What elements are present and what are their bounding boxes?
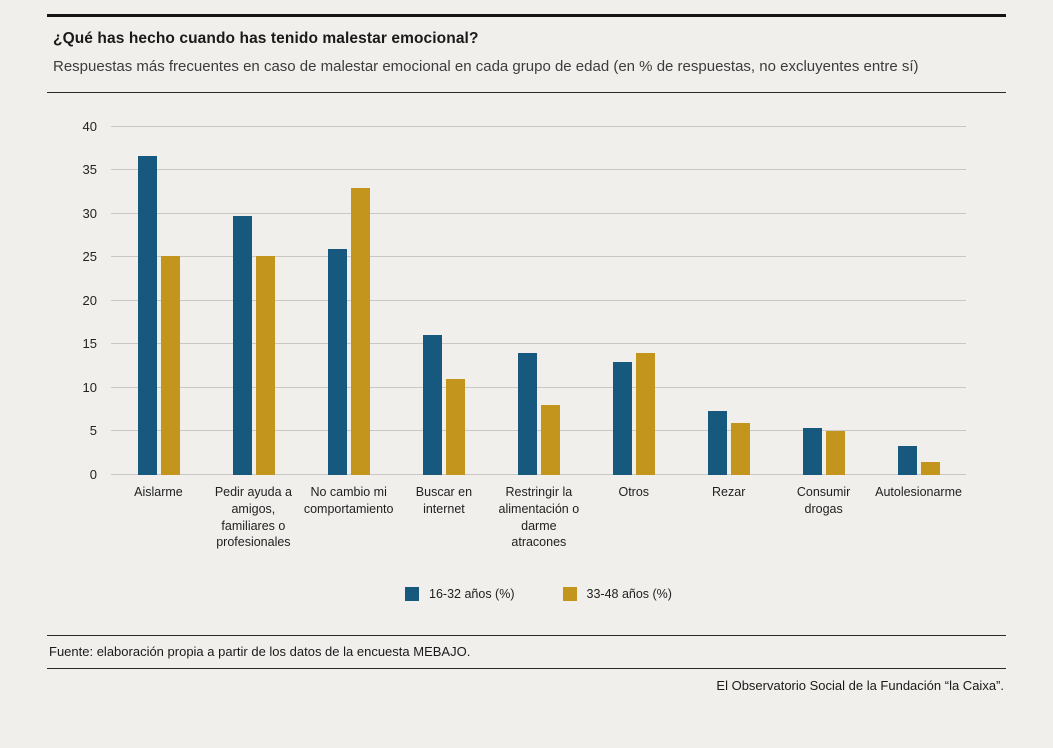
top-rule [47, 14, 1006, 17]
bar [232, 215, 252, 475]
source-text: Fuente: elaboración propia a partir de l… [49, 644, 471, 660]
bar [327, 248, 347, 475]
page-title: ¿Qué has hecho cuando has tenido malesta… [53, 30, 479, 47]
y-tick-label: 10 [82, 379, 97, 395]
x-category-label: No cambio mi comportamiento [303, 484, 394, 516]
bar [825, 431, 845, 475]
y-tick-label: 40 [82, 118, 97, 134]
bar [445, 379, 465, 475]
bar [635, 352, 655, 475]
bar [255, 256, 275, 475]
plot-area: 0 5 10 15 20 25 30 35 40 [83, 119, 966, 482]
credit-text: El Observatorio Social de la Fundación “… [716, 678, 1004, 694]
gridline [111, 256, 966, 258]
x-category-label: Aislarme [134, 484, 183, 499]
page-subtitle: Respuestas más frecuentes en caso de mal… [53, 58, 919, 75]
legend-label: 33-48 años (%) [586, 587, 672, 602]
x-category-label: Autolesionarme [875, 484, 962, 499]
bar-group [491, 127, 586, 475]
bar [802, 427, 822, 475]
y-tick-label: 25 [82, 249, 97, 265]
bar-group [871, 127, 966, 475]
x-category-label: Buscar en internet [415, 484, 473, 516]
y-tick-label: 5 [89, 423, 97, 439]
legend-item: 16-32 años (%) [405, 587, 515, 602]
y-tick-label: 30 [82, 205, 97, 221]
bar [540, 405, 560, 475]
gridline [111, 473, 966, 475]
bar [422, 334, 442, 475]
y-tick-label: 35 [82, 162, 97, 178]
bar [897, 446, 917, 475]
legend-swatch [405, 587, 420, 602]
page: ¿Qué has hecho cuando has tenido malesta… [47, 14, 1006, 694]
x-category-label: Rezar [712, 484, 746, 499]
bar-group [776, 127, 871, 475]
bars-row [111, 127, 966, 475]
gridline [111, 299, 966, 301]
bar-group [396, 127, 491, 475]
credit-rule [47, 668, 1006, 670]
legend-label: 16-32 años (%) [429, 587, 515, 602]
x-category-label: Consumir drogas [796, 484, 851, 516]
y-tick-label: 15 [82, 336, 97, 352]
x-category-label: Restringir la alimentación o darme atrac… [498, 484, 580, 550]
source-rule [47, 635, 1006, 637]
bar-group [301, 127, 396, 475]
y-tick-label: 0 [89, 466, 97, 482]
gridline [111, 212, 966, 214]
x-category-label: Otros [618, 484, 650, 499]
gridline [111, 430, 966, 432]
legend: 16-32 años (%) 33-48 años (%) [111, 587, 966, 602]
gridline [111, 343, 966, 345]
y-tick-label: 20 [82, 292, 97, 308]
x-category-label: Pedir ayuda a amigos, familiares o profe… [214, 484, 292, 550]
bar-group [586, 127, 681, 475]
bar [517, 352, 537, 475]
bar [350, 187, 370, 475]
x-axis: Aislarme Pedir ayuda a amigos, familiares… [111, 475, 966, 552]
bar [137, 156, 157, 475]
bar [730, 422, 750, 475]
bar [160, 255, 180, 475]
gridline [111, 386, 966, 388]
bar [707, 411, 727, 475]
legend-item: 33-48 años (%) [562, 587, 672, 602]
bar-chart: 0 5 10 15 20 25 30 35 40 Aislarme Pedir ayuda a a… [47, 119, 1006, 552]
gridline [111, 169, 966, 171]
bar [612, 361, 632, 475]
bar-group [206, 127, 301, 475]
bar-group [681, 127, 776, 475]
subtitle-rule [47, 91, 1006, 93]
bar-group [111, 127, 206, 475]
gridline [111, 125, 966, 127]
legend-swatch [562, 587, 577, 602]
bar [920, 461, 940, 475]
